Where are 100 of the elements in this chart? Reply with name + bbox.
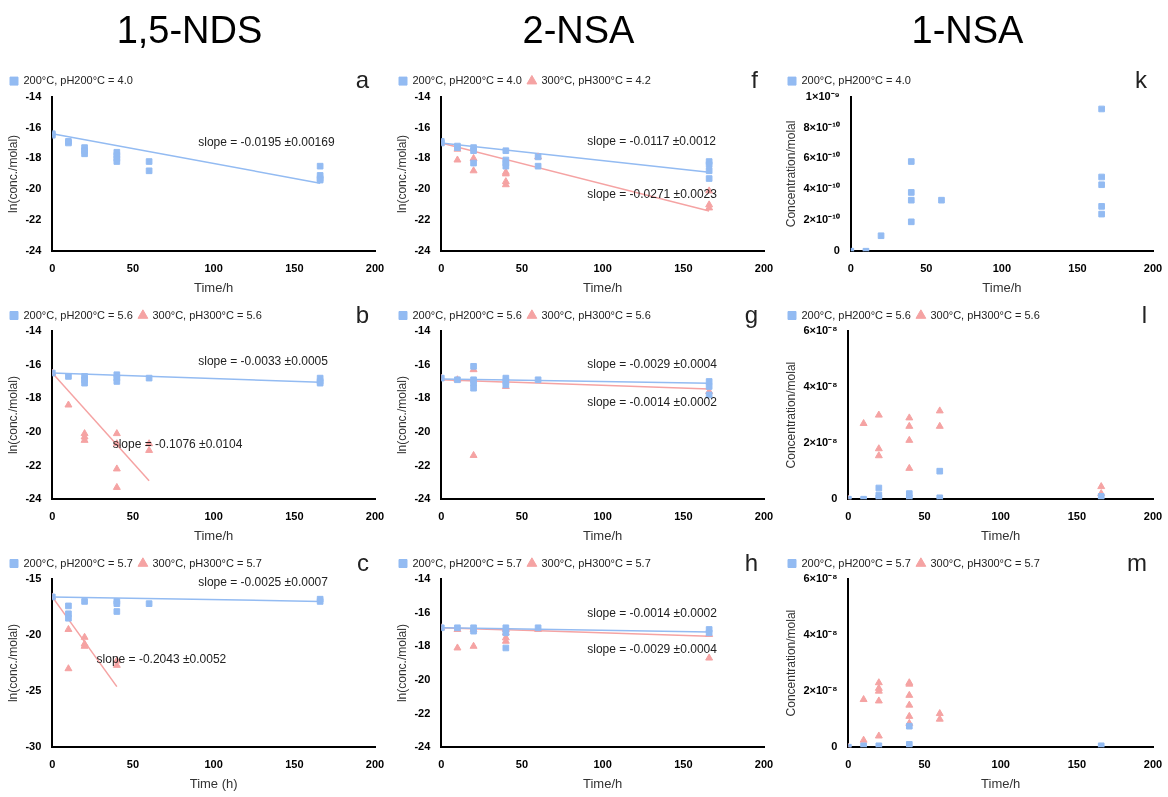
y-tick-label: -18 — [25, 391, 42, 404]
y-tick-label: -24 — [414, 244, 432, 257]
y-tick-label: -22 — [25, 458, 42, 471]
chart-title: 1,5-NDS — [116, 9, 263, 52]
y-tick-label: -16 — [25, 357, 42, 370]
x-tick-label: 150 — [285, 261, 304, 274]
y-tick-label: -20 — [414, 424, 431, 437]
x-tick-label: 150 — [674, 757, 693, 770]
x-tick-label: 100 — [991, 757, 1010, 770]
y-tick-label: 0 — [833, 244, 840, 257]
y-tick-label: -18 — [414, 151, 431, 164]
x-tick-label: 150 — [1067, 509, 1087, 522]
annotation: slope = -0.0117 ±0.0012 — [587, 133, 717, 148]
y-tick-label: -18 — [414, 639, 431, 652]
y-tick-label: -22 — [414, 706, 431, 719]
y-tick-label: -18 — [25, 151, 42, 164]
x-tick-label: 150 — [285, 509, 304, 522]
y-tick-label: 6×10⁻⁸ — [803, 324, 838, 337]
x-axis-title: Time/h — [982, 279, 1022, 295]
annotation: slope = -0.0014 ±0.0002 — [587, 394, 718, 409]
y-tick-label: -14 — [414, 572, 432, 585]
annotation: slope = -0.2043 ±0.0052 — [96, 652, 227, 667]
x-tick-label: 200 — [1143, 757, 1163, 770]
legend-label: 200°C, pH200°C = 5.6 — [412, 308, 522, 321]
text: g — [744, 300, 758, 328]
x-tick-label: 0 — [438, 757, 445, 770]
x-tick-label: 0 — [49, 261, 56, 274]
x-tick-label: 200 — [365, 757, 385, 770]
y-tick-label: 0 — [831, 740, 838, 753]
y-tick-label: -16 — [25, 120, 42, 133]
y-axis-title: Concentration/molal — [783, 609, 798, 717]
chart-title: 1-NSA — [911, 9, 1025, 52]
y-axis-title: ln(conc./molal) — [394, 376, 409, 455]
y-axis-title: Concentration/molal — [783, 120, 798, 228]
x-axis-title: Time/h — [981, 775, 1021, 791]
legend-label: 200°C, pH200°C = 4.0 — [412, 74, 522, 87]
legend-label: 300°C, pH300°C = 4.2 — [541, 74, 651, 87]
legend-label: 200°C, pH200°C = 4.0 — [23, 74, 133, 87]
x-tick-label: 200 — [1143, 509, 1163, 522]
x-tick-label: 0 — [438, 509, 445, 522]
x-tick-label: 50 — [126, 757, 140, 770]
y-tick-label: -14 — [25, 89, 43, 102]
y-tick-label: -24 — [25, 244, 43, 257]
x-tick-label: 50 — [918, 757, 931, 770]
y-tick-label: 2×10⁻⁸ — [803, 684, 838, 697]
x-tick-label: 200 — [754, 757, 774, 770]
chart-title: 2-NSA — [522, 9, 636, 52]
y-tick-label: 2×10⁻⁸ — [803, 436, 838, 449]
y-axis-title: ln(conc./molal) — [5, 624, 20, 703]
y-tick-label: -22 — [25, 213, 42, 226]
x-tick-label: 150 — [1068, 261, 1087, 274]
x-axis-title: Time/h — [194, 527, 234, 543]
x-tick-label: 200 — [754, 261, 774, 274]
legend-label: 200°C, pH200°C = 5.6 — [23, 308, 133, 321]
text: b — [355, 300, 369, 328]
legend-label: 200°C, pH200°C = 5.7 — [23, 556, 133, 569]
x-axis-title: Time/h — [981, 527, 1021, 543]
legend-label: 300°C, pH300°C = 5.7 — [541, 556, 651, 569]
x-tick-label: 100 — [593, 261, 612, 274]
legend-label: 200°C, pH200°C = 4.0 — [801, 74, 911, 87]
x-tick-label: 100 — [992, 261, 1012, 274]
y-axis-title: ln(conc./molal) — [394, 134, 409, 213]
x-tick-label: 0 — [845, 757, 852, 770]
legend-label: 200°C, pH200°C = 5.6 — [801, 308, 911, 321]
y-axis-title: Concentration/molal — [783, 361, 798, 469]
x-tick-label: 100 — [593, 757, 612, 770]
y-tick-label: -22 — [414, 458, 431, 471]
x-tick-label: 100 — [204, 757, 223, 770]
x-axis-title: Time/h — [583, 527, 623, 543]
y-tick-label: 8×10⁻¹⁰ — [803, 120, 840, 133]
x-tick-label: 50 — [920, 261, 933, 274]
y-axis-title: ln(conc./molal) — [5, 376, 20, 455]
annotation: slope = -0.0029 ±0.0004 — [587, 357, 718, 372]
y-tick-label: -16 — [414, 605, 431, 618]
x-tick-label: 100 — [991, 509, 1010, 522]
y-tick-label: -22 — [414, 213, 431, 226]
x-tick-label: 200 — [754, 509, 774, 522]
y-tick-label: -20 — [25, 424, 42, 437]
y-tick-label: -14 — [414, 89, 432, 102]
y-tick-label: -25 — [25, 684, 42, 697]
legend-label: 300°C, pH300°C = 5.6 — [541, 308, 651, 321]
x-tick-label: 50 — [515, 757, 529, 770]
x-tick-label: 200 — [365, 261, 385, 274]
y-tick-label: -24 — [414, 740, 432, 753]
x-axis-title: Time/h — [583, 279, 623, 295]
x-tick-label: 150 — [285, 757, 304, 770]
x-tick-label: 50 — [126, 261, 140, 274]
x-axis-title: Time (h) — [189, 775, 238, 791]
text: m — [1127, 548, 1147, 576]
y-tick-label: -20 — [25, 182, 42, 195]
x-tick-label: 200 — [365, 509, 385, 522]
y-tick-label: 4×10⁻⁸ — [803, 380, 838, 393]
annotation: slope = -0.0014 ±0.0002 — [587, 606, 718, 621]
x-tick-label: 0 — [438, 261, 445, 274]
y-tick-label: -14 — [25, 324, 43, 337]
x-axis-title: Time/h — [194, 279, 234, 295]
annotation: slope = -0.0195 ±0.00169 — [198, 134, 335, 149]
y-tick-label: 6×10⁻⁸ — [803, 572, 838, 585]
x-tick-label: 50 — [918, 509, 931, 522]
x-axis-title: Time/h — [583, 775, 623, 791]
